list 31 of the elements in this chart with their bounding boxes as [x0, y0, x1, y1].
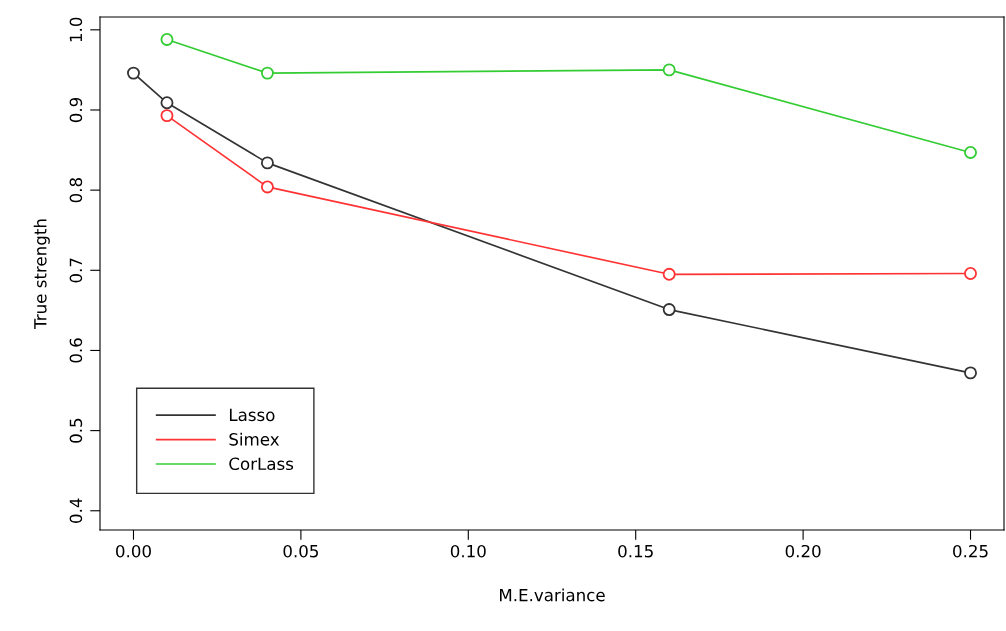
y-tick-label: 0.7 [69, 258, 83, 283]
point [160, 109, 174, 123]
y-axis-title: True strength [33, 219, 50, 329]
legend-label: CorLass [229, 457, 294, 471]
y-tick-label: 1.0 [69, 17, 83, 42]
point [160, 32, 174, 46]
x-tick-label: 0.25 [953, 544, 988, 558]
point [964, 366, 977, 380]
point [260, 156, 274, 170]
x-tick-label: 0.05 [283, 544, 318, 558]
x-tick-label: 0.20 [785, 544, 821, 558]
y-tick-label: 0.9 [69, 97, 83, 123]
point [662, 303, 676, 317]
point [260, 180, 274, 194]
x-axis-title: M.E.variance [500, 588, 605, 602]
point [260, 66, 274, 80]
x-tick-label: 0.15 [618, 544, 653, 558]
point [662, 267, 676, 281]
point [662, 63, 676, 77]
y-tick-label: 0.8 [69, 178, 83, 203]
point [964, 146, 977, 159]
y-tick-label: 0.4 [69, 498, 83, 523]
y-tick-label: 0.6 [69, 338, 83, 363]
point [127, 66, 140, 80]
point [964, 267, 977, 280]
x-tick-label: 0.00 [116, 544, 151, 558]
legend-label: Lasso [229, 408, 275, 422]
x-tick-label: 0.10 [450, 544, 486, 558]
point [160, 96, 174, 110]
y-tick-label: 0.5 [69, 418, 83, 443]
legend-label: Simex [229, 432, 280, 446]
